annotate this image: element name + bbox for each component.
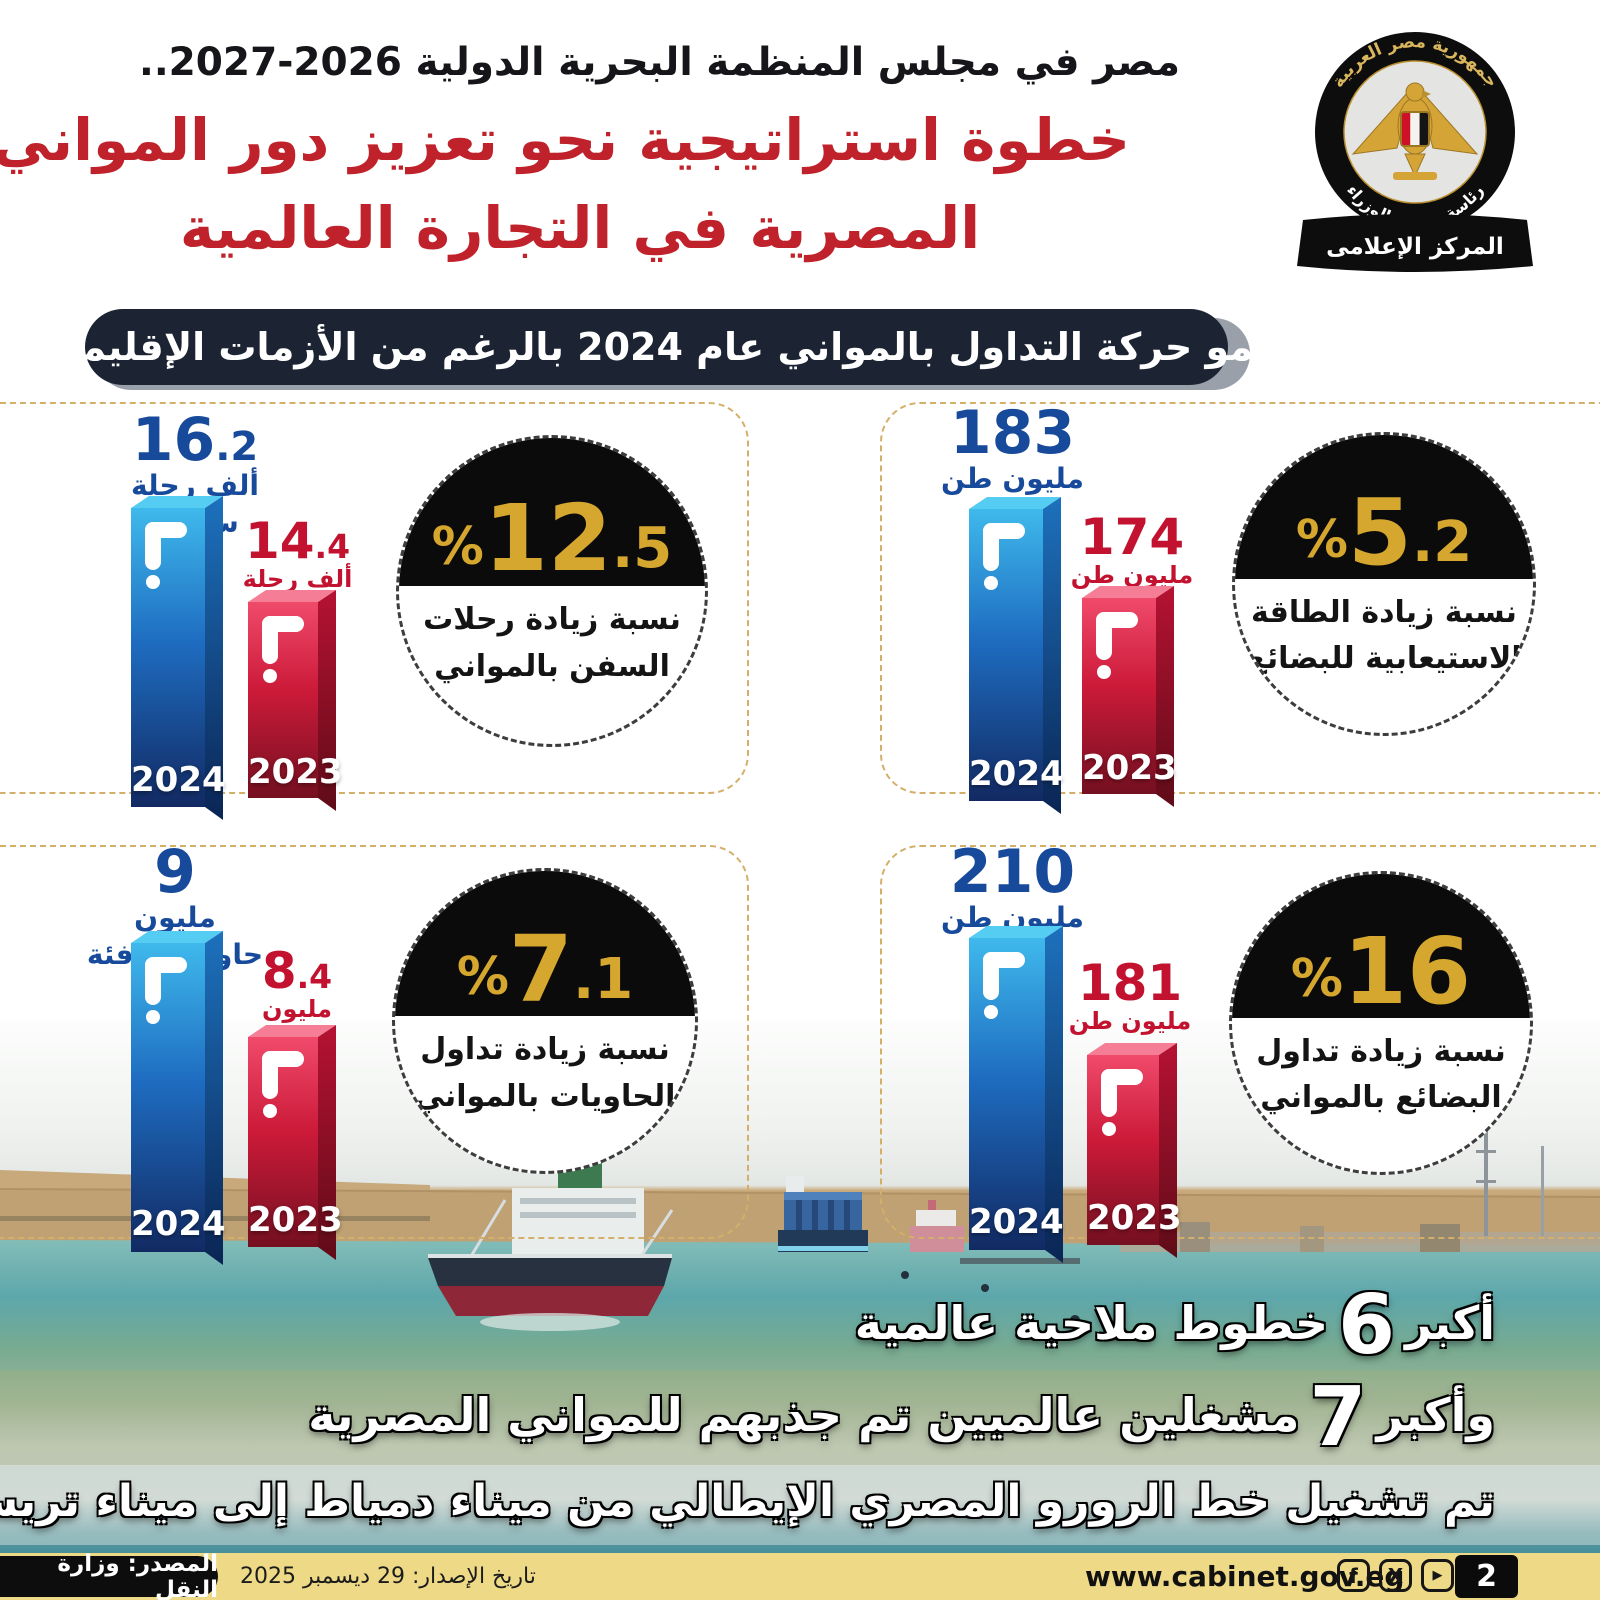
value-2023-cargo-handling: 181 مليون طن <box>1068 954 1192 1035</box>
year-label: 2024 <box>969 1202 1064 1242</box>
year-label: 2023 <box>248 752 343 792</box>
eagle-icon <box>1351 82 1479 180</box>
panel-cargo-handling <box>880 845 1600 1239</box>
year-label: 2023 <box>248 1200 343 1240</box>
percent-circle-cargo-handling: % 16 نسبة زيادة تداول البضائع بالمواني <box>1229 871 1533 1175</box>
percent-circle-ship-trips: % 12.5 نسبة زيادة رحلات السفن بالمواني <box>396 435 708 747</box>
pier <box>960 1258 1080 1264</box>
flag-shield-icon <box>1400 111 1430 147</box>
bar-2024-containers <box>131 931 223 1270</box>
title-line-2: المصرية في التجارة العالمية <box>179 194 981 263</box>
percent-circle-containers: % 7.1 نسبة زيادة تداول الحاويات بالمواني <box>392 868 698 1174</box>
percent-circle-top <box>399 438 705 586</box>
year-label: 2023 <box>1082 748 1177 788</box>
social-icons: f X ▶ <box>1337 1559 1454 1592</box>
bar-2024-cargo-handling <box>969 926 1063 1268</box>
section-banner: نمو حركة التداول بالمواني عام 2024 بالرغ… <box>44 309 1269 385</box>
signal-tower <box>1484 1106 1488 1236</box>
government-emblem: جمهورية مصر العربية رئاسة مجلس الوزراء <box>1293 20 1537 278</box>
footer-bar: المصدر: وزارة النقل تاريخ الإصدار: 29 دي… <box>0 1551 1600 1600</box>
photo-scene <box>0 1078 1600 1545</box>
bar-2024-ship-trips <box>131 496 223 825</box>
website-link[interactable]: www.cabinet.gov.eg <box>1085 1560 1405 1593</box>
youtube-icon[interactable]: ▶ <box>1421 1559 1454 1592</box>
x-icon[interactable]: X <box>1379 1559 1412 1592</box>
panel-ship-trips <box>0 402 749 794</box>
percent-circle-top <box>1235 435 1533 580</box>
emblem-ribbon <box>1297 214 1533 272</box>
value-2024-cargo-capacity: 183 مليون طن <box>941 398 1084 496</box>
container-ship <box>778 1176 868 1252</box>
page-tagline: مصر في مجلس المنظمة البحرية الدولية 2026… <box>139 40 1180 85</box>
year-label: 2024 <box>131 1204 226 1244</box>
year-label: 2024 <box>969 754 1064 794</box>
issue-date: تاريخ الإصدار: 29 ديسمبر 2025 <box>240 1564 536 1589</box>
percent-circle-cargo-capacity: % 5.2 نسبة زيادة الطاقة الاستيعابية للبضا… <box>1232 432 1536 736</box>
highlight-shipping-lines: أكبر6خطوط ملاحية عالمية <box>854 1278 1495 1373</box>
bar-2024-cargo-capacity <box>969 497 1061 819</box>
percent-circle-top <box>395 871 695 1016</box>
title-line-1: خطوة استراتيجية نحو تعزيز دور المواني <box>0 106 1130 174</box>
panel-cargo-capacity <box>880 402 1600 794</box>
highlight-global-operators: وأكبر7مشغلين عالميين تم جذبهم للمواني ال… <box>308 1370 1495 1465</box>
bar-2023-cargo-handling <box>1087 1043 1177 1263</box>
highlight-roro-line: تم تشغيل خط الرورو المصري الإيطالي من مي… <box>0 1476 1495 1527</box>
bar-2023-ship-trips <box>248 590 336 816</box>
ribbon-text: المركز الإعلامى <box>1326 234 1504 260</box>
value-2023-cargo-capacity: 174 مليون طن <box>1070 508 1194 589</box>
year-label: 2024 <box>131 760 226 800</box>
page-title: خطوة استراتيجية نحو تعزيز دور المواني ال… <box>0 96 1130 272</box>
facebook-icon[interactable]: f <box>1337 1559 1370 1592</box>
panel-container-handling <box>0 845 749 1239</box>
value-2024-cargo-handling: 210 مليون طن <box>941 837 1084 935</box>
bar-2023-cargo-capacity <box>1082 586 1174 812</box>
bar-2023-containers <box>248 1025 336 1265</box>
page-number-badge: 2 <box>1455 1555 1518 1598</box>
percent-circle-top <box>1232 874 1530 1019</box>
year-label: 2023 <box>1087 1198 1182 1238</box>
source-pill: المصدر: وزارة النقل <box>0 1551 218 1600</box>
